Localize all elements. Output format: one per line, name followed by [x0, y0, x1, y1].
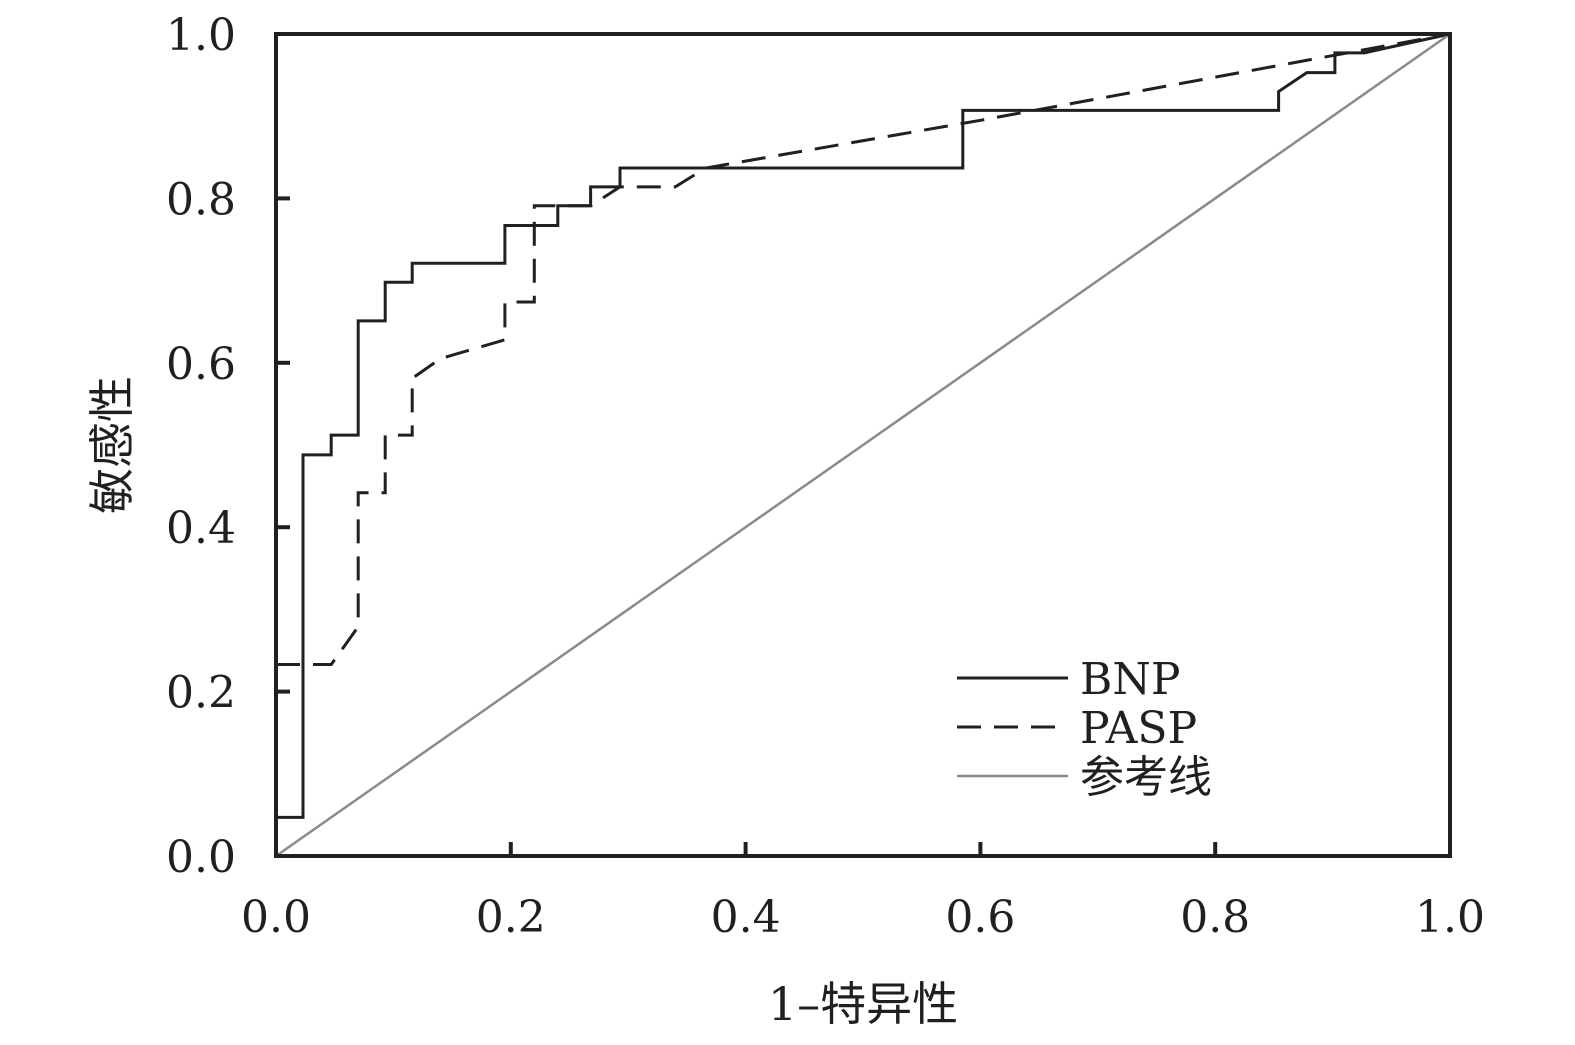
x-axis-title: 1–特异性 — [768, 977, 958, 1031]
y-tick-label-5: 1.0 — [166, 10, 236, 61]
y-tick-label-3: 0.6 — [166, 339, 236, 390]
y-tick-label-0: 0.0 — [166, 832, 236, 883]
y-axis-title: 敏感性 — [85, 376, 139, 514]
y-tick-label-4: 0.8 — [166, 174, 236, 225]
legend-label-2: 参考线 — [1080, 752, 1212, 803]
y-tick-label-1: 0.2 — [166, 668, 236, 719]
x-tick-label-3: 0.6 — [945, 892, 1015, 943]
y-tick-label-2: 0.4 — [166, 503, 236, 554]
series-2-line — [275, 32, 1451, 858]
ticks-layer: 0.0 0.2 0.4 0.6 0.8 1.0 0.0 0.2 0.4 0.6 0.8 1.0 — [166, 10, 1485, 943]
x-tick-label-5: 1.0 — [1415, 892, 1485, 943]
series-1-line — [276, 32, 1451, 666]
legend-label-1: PASP — [1080, 703, 1197, 754]
series-layer — [275, 32, 1451, 858]
plot-frame — [274, 32, 1452, 858]
x-tick-label-4: 0.8 — [1180, 892, 1250, 943]
x-tick-label-2: 0.4 — [711, 892, 781, 943]
legend-label-0: BNP — [1080, 654, 1180, 705]
series-0-line — [276, 32, 1451, 819]
x-tick-label-1: 0.2 — [476, 892, 546, 943]
x-tick-label-0: 0.0 — [241, 892, 311, 943]
